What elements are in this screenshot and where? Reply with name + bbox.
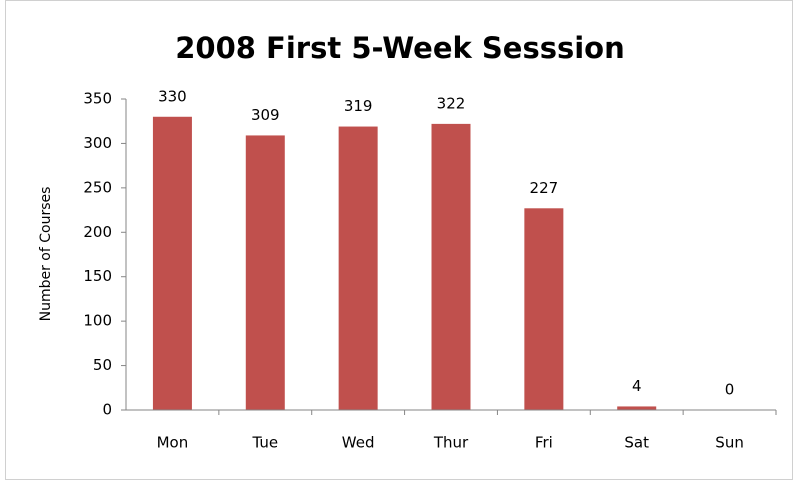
y-tick-label: 0 [102,401,112,419]
x-tick-label: Mon [157,434,189,452]
x-tick-label: Sun [715,434,744,452]
bar [245,135,285,410]
x-tick-label: Tue [251,434,278,452]
data-label: 319 [344,97,373,115]
bar [617,406,657,410]
bar [338,126,378,410]
chart-title: 2008 First 5-Week Sesssion [175,31,625,65]
data-label: 0 [725,381,735,399]
x-tick-label: Sat [624,434,649,452]
bar [152,116,192,411]
data-label: 309 [251,106,280,124]
x-tick-label: Thur [433,434,469,452]
data-label: 322 [437,94,466,112]
y-tick-label: 350 [83,90,112,108]
data-label: 227 [530,179,559,197]
x-tick-label: Fri [535,434,553,452]
y-tick-label: 150 [83,267,112,285]
chart-frame [5,0,793,480]
data-label: 4 [632,377,642,395]
bar [431,123,471,410]
y-tick-label: 200 [83,223,112,241]
x-tick-label: Wed [342,434,375,452]
y-axis-label: Number of Courses [38,187,54,322]
y-tick-label: 50 [93,356,112,374]
y-tick-label: 100 [83,312,112,330]
bar [524,208,564,410]
data-label: 330 [158,87,187,105]
y-tick-label: 300 [83,134,112,152]
y-tick-label: 250 [83,178,112,196]
